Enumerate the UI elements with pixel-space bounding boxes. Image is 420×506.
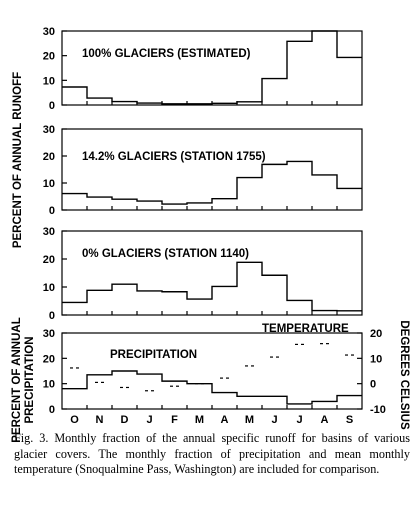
y2-tick-label: 0 — [370, 379, 376, 391]
x-tick-label: M — [245, 414, 254, 426]
runoff-step-line — [62, 261, 362, 312]
precipitation-axis-title: PERCENT OF ANNUALPRECIPITATION — [11, 317, 36, 442]
panel-label: PRECIPITATION — [110, 349, 197, 361]
y-tick-label: 0 — [49, 404, 55, 416]
panel-label: 14.2% GLACIERS (STATION 1755) — [82, 151, 266, 163]
y-tick-label: 30 — [43, 328, 55, 340]
plot-frame — [61, 30, 363, 106]
y-tick-label: 10 — [43, 379, 55, 391]
figure-caption: Fig. 3. Monthly fraction of the annual s… — [14, 431, 410, 476]
chart-panel-3: 0 10 20 30 0% GLACIERS (STATION 1140) — [43, 226, 363, 322]
plot-frame — [61, 230, 363, 316]
x-tick-label: J — [146, 414, 152, 426]
y-tick-label: 0 — [49, 100, 55, 112]
y-tick-label: 20 — [43, 51, 55, 63]
y-tick-label: 30 — [43, 226, 55, 238]
runoff-step-line — [62, 30, 362, 105]
plot-frame — [61, 332, 363, 410]
y2-tick-label: 10 — [370, 353, 382, 365]
x-tick-label: A — [321, 414, 329, 426]
x-tick-label: J — [271, 414, 277, 426]
y-tick-label: 10 — [43, 178, 55, 190]
chart-panel-1: 0 10 20 30 100% GLACIERS (ESTIMATED) — [43, 26, 363, 112]
runoff-step-line — [62, 160, 362, 205]
panel-label: 0% GLACIERS (STATION 1140) — [82, 248, 249, 260]
y-tick-label: 10 — [43, 75, 55, 87]
y2-tick-label: 20 — [370, 328, 382, 340]
x-tick-label: N — [96, 414, 104, 426]
x-tick-label: D — [121, 414, 129, 426]
y-tick-label: 10 — [43, 282, 55, 294]
y-tick-label: 30 — [43, 124, 55, 136]
y2-tick-label: -10 — [370, 404, 386, 416]
x-tick-label: J — [296, 414, 302, 426]
y-tick-label: 30 — [43, 26, 55, 38]
plot-frame — [61, 128, 363, 211]
x-tick-label: F — [171, 414, 178, 426]
x-tick-label: S — [346, 414, 353, 426]
x-tick-label: M — [195, 414, 204, 426]
y-tick-label: 0 — [49, 310, 55, 322]
x-tick-label: A — [221, 414, 229, 426]
temperature-axis-title: DEGREES CELSIUS — [398, 320, 410, 430]
x-tick-label: O — [70, 414, 79, 426]
runoff-step-line — [62, 370, 362, 405]
precipitation-axis-title-line: PERCENT OF ANNUAL — [11, 317, 23, 442]
chart-panel-4: 0 10 20 30 PRECIPITATION -10 0 10 20 TEMPERATURE O… — [43, 323, 386, 426]
y-tick-label: 20 — [43, 151, 55, 163]
precipitation-axis-title-line: PRECIPITATION — [24, 336, 36, 423]
chart-panel-2: 0 10 20 30 14.2% GLACIERS (STATION 1755) — [43, 124, 363, 217]
temperature-series-label: TEMPERATURE — [262, 323, 349, 335]
panels: 0 10 20 30 100% GLACIERS (ESTIMATED) 0 10 20 30 1… — [43, 26, 386, 426]
y-tick-label: 0 — [49, 205, 55, 217]
y-tick-label: 20 — [43, 254, 55, 266]
y-tick-label: 20 — [43, 353, 55, 365]
panel-label: 100% GLACIERS (ESTIMATED) — [82, 48, 251, 60]
runoff-axis-title: PERCENT OF ANNUAL RUNOFF — [12, 72, 24, 248]
